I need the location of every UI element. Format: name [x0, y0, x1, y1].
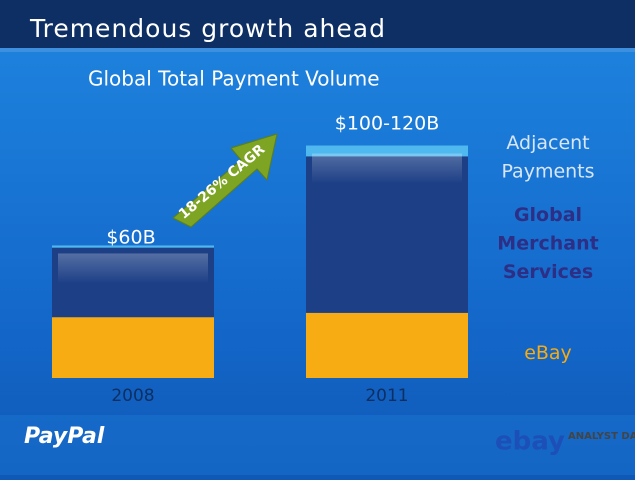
- bar-sheen: [312, 153, 462, 184]
- bar-segment: [306, 145, 468, 157]
- bar-segment: [52, 245, 214, 248]
- analyst-day: ANALYST DAY: [568, 431, 635, 442]
- legend-label: eBay: [524, 342, 572, 364]
- legend-label: Adjacent Payments: [501, 132, 594, 183]
- slide-title: Tremendous growth ahead: [29, 14, 386, 43]
- bar-segment: [52, 317, 214, 378]
- footer-band: [0, 415, 635, 475]
- x-tick-label: 2008: [111, 386, 154, 406]
- title-rule: [0, 48, 635, 52]
- legend-label: Global Merchant Services: [497, 204, 598, 283]
- paypal-logo: PayPal: [24, 424, 105, 449]
- total-label: $100-120B: [335, 113, 440, 135]
- bar-segment: [306, 312, 468, 378]
- total-label: $60B: [106, 227, 155, 249]
- ebay-logo: ebay: [495, 427, 565, 457]
- x-tick-label: 2011: [365, 386, 408, 406]
- cagr-arrow: [172, 133, 278, 228]
- bar-sheen: [58, 253, 208, 284]
- chart-title: Global Total Payment Volume: [88, 67, 380, 91]
- title-bar: [0, 0, 635, 52]
